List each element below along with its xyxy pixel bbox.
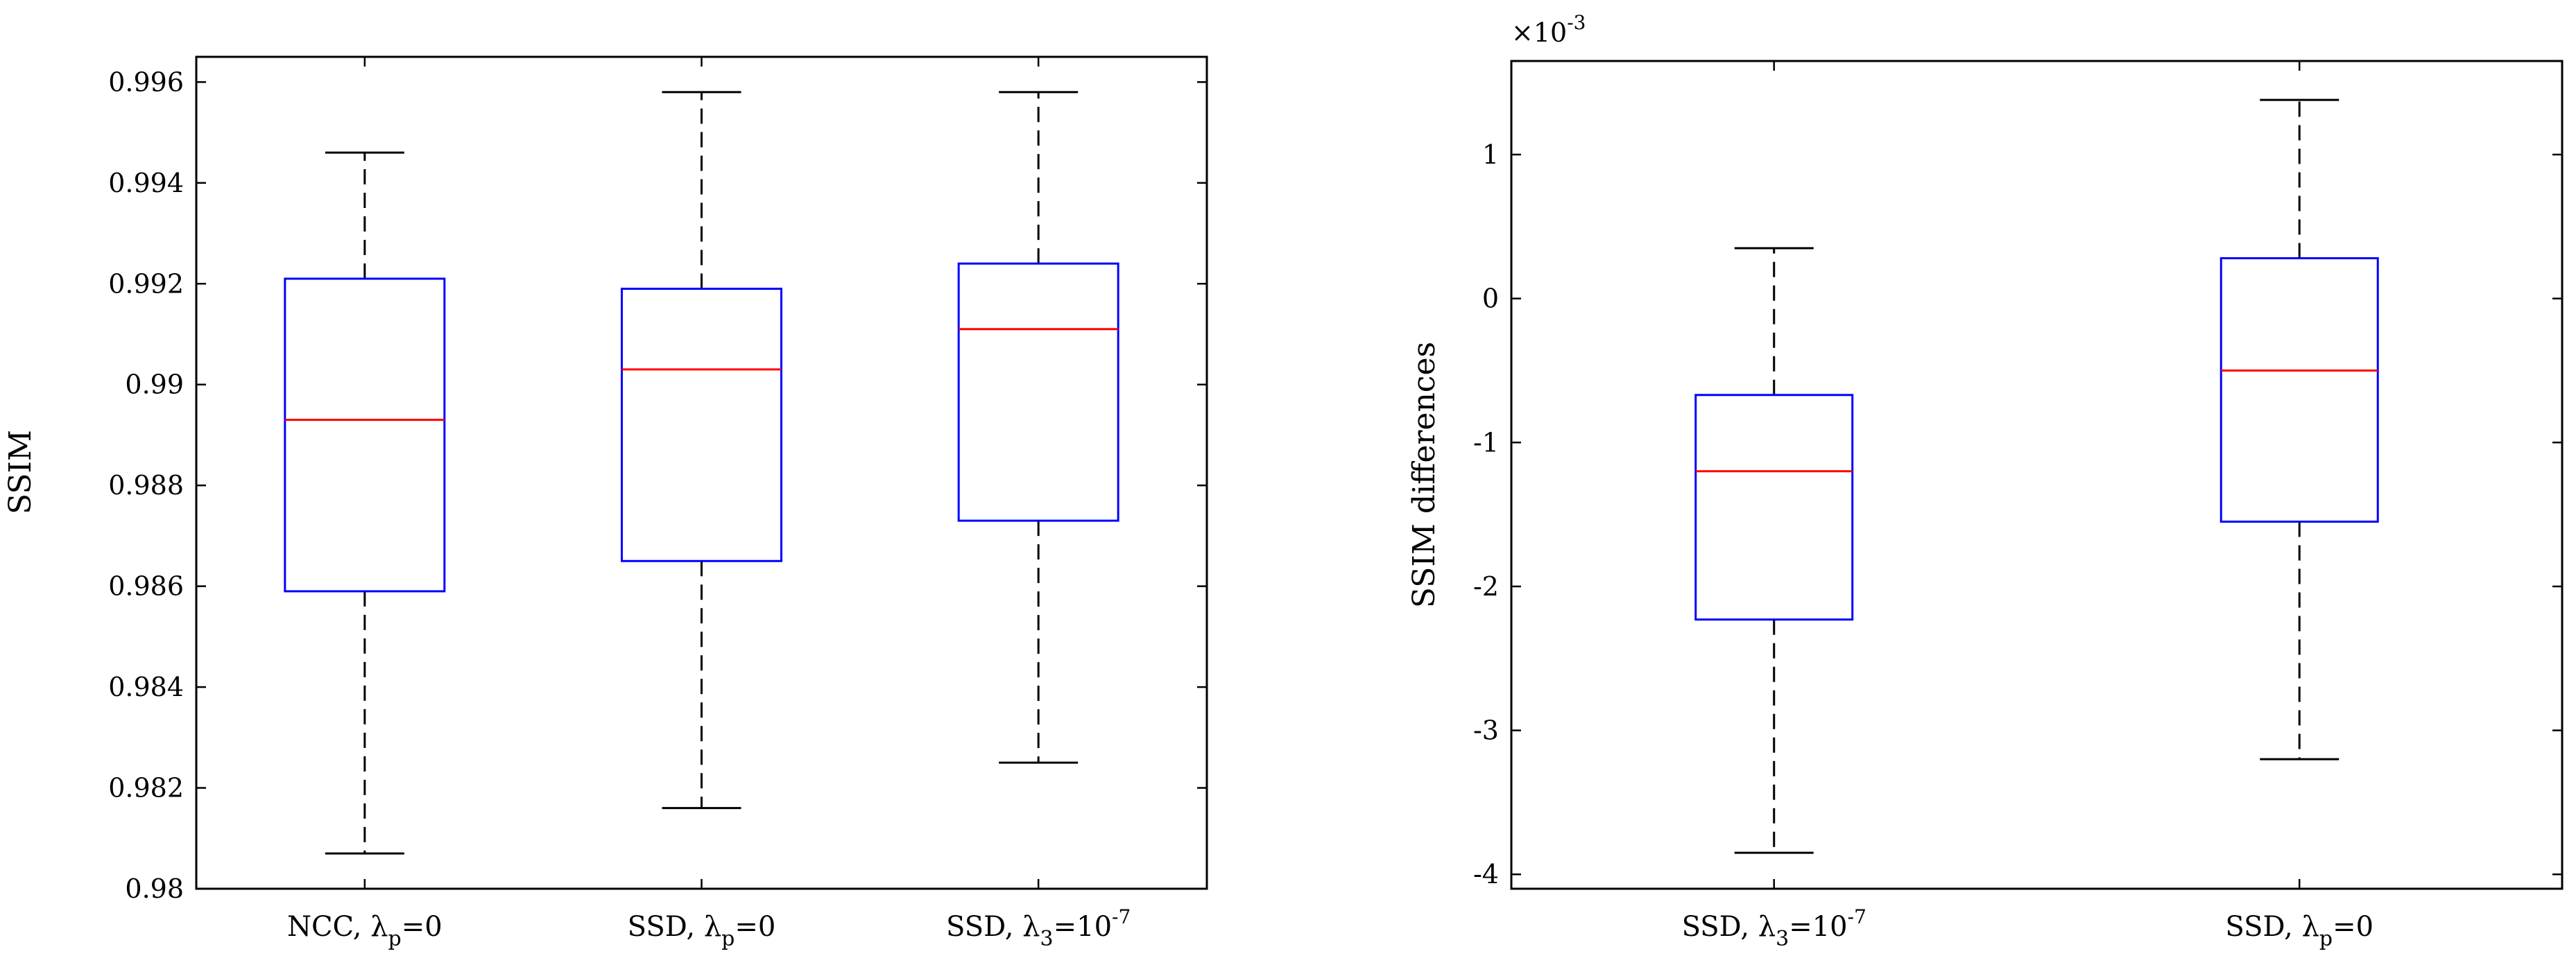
right-ssim-differences-boxplot-chart: -4 -3 -2 -1 0 1 SSIM differences ×10-3 SSD, λ3=1… [1407, 11, 2564, 951]
y-tick-label: 0.986 [108, 571, 184, 602]
iqr-box [284, 277, 446, 593]
iqr-box [1694, 394, 1854, 621]
box-group [284, 151, 446, 855]
y-tick-label: 0.988 [108, 470, 184, 501]
y-tick-label: 0.994 [108, 168, 184, 198]
y-tick-label: 0.992 [108, 268, 184, 299]
y-tick-label: -4 [1473, 859, 1499, 889]
x-category-label: SSD, λp=0 [2225, 911, 2373, 951]
y-axis-label: SSIM [3, 430, 38, 514]
y-tick-label: 0.98 [125, 873, 184, 904]
x-category-label: SSD, λp=0 [628, 911, 776, 951]
iqr-box [957, 262, 1119, 522]
y-tick-label: 0 [1482, 284, 1499, 314]
iqr-box [2219, 256, 2379, 523]
y-axis-exponent-label: ×10-3 [1511, 11, 1586, 48]
y-tick-label: -3 [1473, 715, 1499, 746]
box-group [957, 91, 1119, 764]
x-category-label: NCC, λp=0 [287, 911, 443, 951]
y-axis-label: SSIM differences [1407, 342, 1442, 608]
box-group [1694, 247, 1854, 854]
y-tick-label: 0.982 [108, 773, 184, 803]
y-tick-label: 0.996 [108, 67, 184, 97]
y-tick-label: -1 [1473, 427, 1499, 458]
box-group [621, 91, 782, 810]
iqr-box [621, 288, 782, 562]
y-tick-label: 0.99 [125, 369, 184, 400]
y-tick-label: 0.984 [108, 672, 184, 702]
box-group [2219, 98, 2379, 760]
y-tick-label: -2 [1473, 571, 1499, 602]
plot-area-frame [1510, 60, 2564, 890]
x-category-label: SSD, λ3=10-7 [1682, 905, 1866, 951]
left-ssim-boxplot-chart: 0.98 0.982 0.984 0.986 0.988 0.99 0.992 0.994 0.… [3, 55, 1208, 951]
x-category-label: SSD, λ3=10-7 [946, 905, 1131, 951]
y-tick-label: 1 [1482, 139, 1499, 170]
